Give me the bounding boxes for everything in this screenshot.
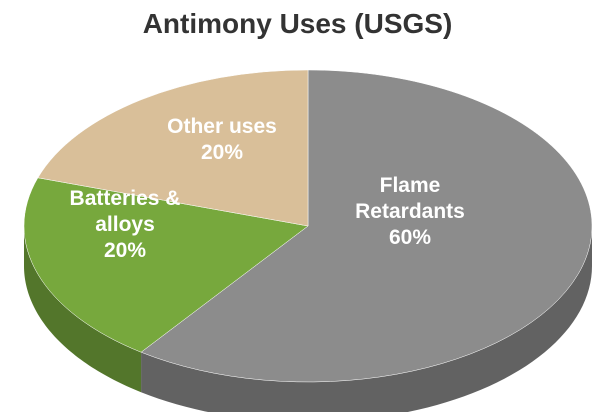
- slice: [140, 69, 593, 383]
- data-label: Flame Retardants 60%: [350, 173, 470, 251]
- data-label: Other uses 20%: [137, 114, 307, 166]
- slice-name: Flame Retardants: [355, 174, 465, 223]
- slice-name: Other uses: [167, 115, 277, 138]
- slice-side: [24, 226, 142, 393]
- slice-side: [141, 226, 592, 412]
- slice: [23, 177, 309, 353]
- slice-value: 20%: [200, 141, 244, 164]
- slice: [37, 69, 309, 227]
- chart-title: Antimony Uses (USGS): [142, 8, 453, 39]
- slice-value: 60%: [388, 226, 432, 249]
- slice-name: Batteries & alloys: [69, 187, 181, 236]
- slice-value: 20%: [103, 239, 147, 262]
- data-label: Batteries & alloys 20%: [60, 186, 190, 264]
